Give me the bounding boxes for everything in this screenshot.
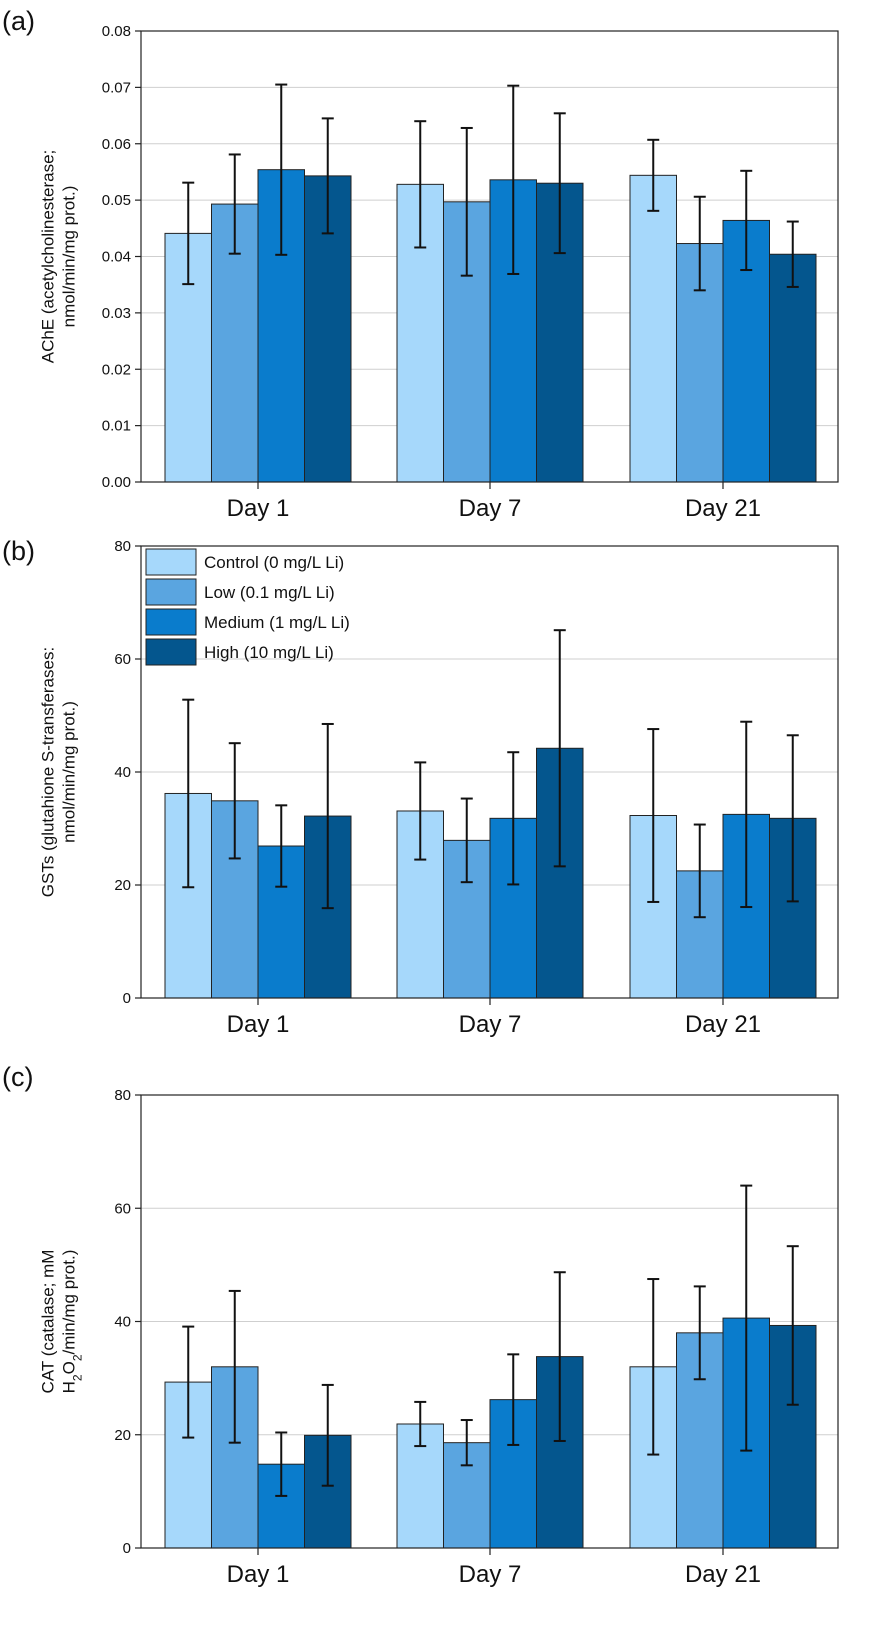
y-tick-label: 40 — [114, 1314, 131, 1331]
y-tick-label: 0.03 — [102, 305, 131, 322]
legend-swatch — [145, 548, 197, 576]
legend-label: High (10 mg/L Li) — [204, 643, 334, 662]
panel-b: 0 20 40 60 80 Day 1 Day 7 Day 21 (b) GSTs (glutah… — [2, 536, 839, 1038]
category-label: Day 21 — [685, 1011, 761, 1038]
bar — [629, 174, 677, 483]
y-axis-label-line: CAT (catalase; mM — [39, 1250, 58, 1394]
category-label: Day 1 — [227, 1561, 290, 1588]
legend-swatch — [145, 608, 197, 636]
y-tick-label: 40 — [114, 764, 131, 781]
label-part: O — [60, 1361, 79, 1374]
legend-label: Control (0 mg/L Li) — [204, 553, 344, 572]
y-tick-label: 0.00 — [102, 474, 131, 491]
y-tick-label: 0.05 — [102, 192, 131, 209]
subscript: 2 — [71, 1354, 85, 1361]
category-label: Day 1 — [227, 495, 290, 522]
y-tick-label: 60 — [114, 651, 131, 668]
y-axis-label: GSTs (glutahione S-transferases: nmol/min… — [39, 647, 79, 897]
y-tick-label: 0.06 — [102, 136, 131, 153]
y-tick-label: 80 — [114, 1087, 131, 1104]
category-label: Day 21 — [685, 1561, 761, 1588]
y-tick-label: 0.08 — [102, 23, 131, 40]
y-axis-label-line: GSTs (glutahione S-transferases: — [39, 647, 58, 897]
y-axis-label: AChE (acetylcholinesterase; nmol/min/mg p… — [39, 150, 79, 364]
y-axis-label: CAT (catalase; mM H2O2/min/mg prot.) — [39, 1250, 85, 1394]
category-label: Day 1 — [227, 1011, 290, 1038]
legend-label: Medium (1 mg/L Li) — [204, 613, 350, 632]
y-tick-label: 60 — [114, 1200, 131, 1217]
y-tick-label: 0 — [123, 990, 131, 1007]
y-tick-label: 0.01 — [102, 418, 131, 435]
category-label: Day 7 — [459, 1011, 522, 1038]
y-tick-label: 20 — [114, 1427, 131, 1444]
legend-label: Low (0.1 mg/L Li) — [204, 583, 335, 602]
legend-swatch — [145, 578, 197, 606]
legend: Control (0 mg/L Li) Low (0.1 mg/L Li) Medi… — [145, 548, 350, 666]
y-tick-label: 0.02 — [102, 361, 131, 378]
y-tick-label: 0.07 — [102, 79, 131, 96]
y-tick-label: 0.04 — [102, 249, 131, 266]
category-label: Day 21 — [685, 495, 761, 522]
panel-label: (c) — [2, 1062, 33, 1092]
y-axis-label-line: nmol/min/mg prot.) — [60, 701, 79, 843]
y-tick-label: 80 — [114, 538, 131, 555]
legend-swatch — [145, 638, 197, 666]
panel-a: 0.00 0.01 0.02 0.03 0.04 0.05 0.06 0.07 0.08 Day … — [2, 6, 839, 522]
y-axis-label-line: AChE (acetylcholinesterase; — [39, 150, 58, 364]
subscript: 2 — [71, 1374, 85, 1381]
label-part: H — [60, 1381, 79, 1393]
panel-label: (b) — [2, 536, 35, 566]
y-axis-label-line: nmol/min/mg prot.) — [60, 186, 79, 328]
panel-label: (a) — [2, 6, 35, 36]
y-axis-label-line: H2O2/min/mg prot.) — [60, 1250, 85, 1394]
category-label: Day 7 — [459, 495, 522, 522]
category-label: Day 7 — [459, 1561, 522, 1588]
y-tick-label: 20 — [114, 877, 131, 894]
panel-c: 0 20 40 60 80 Day 1 Day 7 Day 21 (c) CAT (catalas… — [2, 1062, 839, 1588]
bar — [769, 253, 817, 483]
y-tick-label: 0 — [123, 1540, 131, 1557]
label-part: /min/mg prot.) — [60, 1250, 79, 1355]
